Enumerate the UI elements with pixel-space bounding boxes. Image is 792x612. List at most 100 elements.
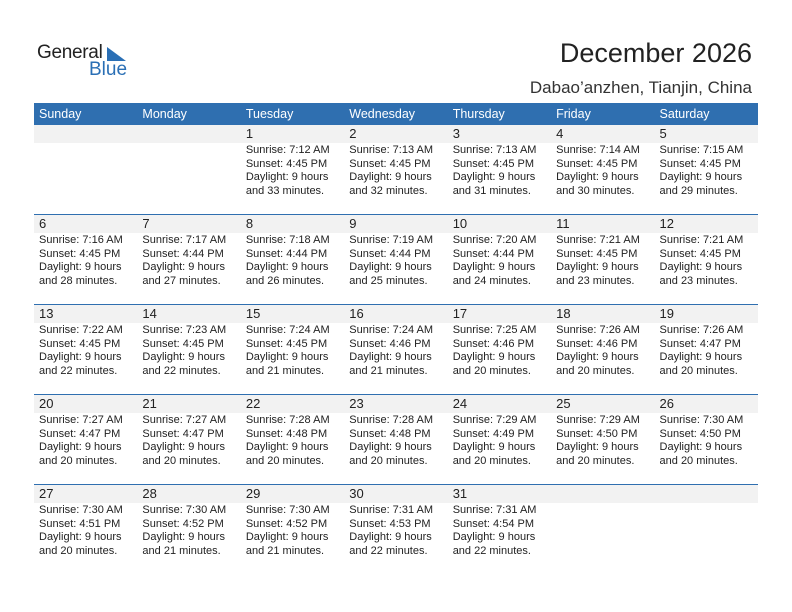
sunrise-text: Sunrise: 7:26 AM [556, 324, 640, 336]
daylight-text: Daylight: 9 hours [349, 261, 432, 273]
day-number: 22 [245, 396, 261, 411]
week-row: 6 Sunrise: 7:16 AM Sunset: 4:45 PM Daylight… [34, 214, 758, 304]
sunset-text: Sunset: 4:45 PM [142, 337, 224, 350]
minutes-text: and 25 minutes. [349, 274, 428, 287]
sunset-text: Sunset: 4:47 PM [659, 337, 741, 350]
day-cell: 24 Sunrise: 7:29 AM Sunset: 4:49 PM Dayligh… [448, 395, 551, 484]
day-cell: 12 Sunrise: 7:21 AM Sunset: 4:45 PM Dayligh… [655, 215, 758, 304]
minutes-text: and 23 minutes. [659, 274, 738, 287]
sunset-text: Sunset: 4:46 PM [556, 337, 638, 350]
day-info: Sunrise: 7:15 AM Sunset: 4:45 PM Daylight:… [660, 144, 758, 198]
sunrise-text: Sunrise: 7:28 AM [245, 414, 330, 426]
weekday-monday: Monday [142, 107, 187, 121]
day-number: 14 [142, 306, 157, 321]
weekday-sunday: Sunday [39, 107, 82, 121]
sunset-text: Sunset: 4:45 PM [556, 157, 638, 170]
logo-text-general: General [37, 42, 103, 63]
daylight-text: Daylight: 9 hours [245, 531, 329, 543]
day-number: 20 [39, 396, 54, 411]
sunrise-text: Sunrise: 7:26 AM [659, 324, 744, 336]
day-cell: 23 Sunrise: 7:28 AM Sunset: 4:48 PM Dayligh… [344, 395, 447, 484]
weekday-wednesday: Wednesday [349, 107, 416, 121]
day-number: 4 [556, 126, 564, 141]
day-number: 2 [349, 126, 357, 141]
day-number: 21 [142, 396, 157, 411]
day-info: Sunrise: 7:21 AM Sunset: 4:45 PM Daylight:… [556, 234, 654, 288]
day-info: Sunrise: 7:21 AM Sunset: 4:45 PM Daylight:… [660, 234, 758, 288]
sunrise-text: Sunrise: 7:18 AM [245, 234, 330, 246]
day-number: 16 [349, 306, 364, 321]
day-number: 6 [39, 216, 47, 231]
sunrise-text: Sunrise: 7:13 AM [452, 144, 537, 156]
calendar: Sunday Monday Tuesday Wednesday Thursday Frid… [34, 103, 758, 574]
day-info: Sunrise: 7:16 AM Sunset: 4:45 PM Daylight:… [39, 234, 137, 288]
daylight-text: Daylight: 9 hours [39, 351, 122, 363]
day-cell: 14 Sunrise: 7:23 AM Sunset: 4:45 PM Dayligh… [137, 305, 240, 394]
sunrise-text: Sunrise: 7:17 AM [142, 234, 227, 246]
sunrise-text: Sunrise: 7:22 AM [39, 324, 123, 336]
day-info: Sunrise: 7:18 AM Sunset: 4:44 PM Daylight:… [246, 234, 344, 288]
day-number: 17 [452, 306, 468, 321]
sunset-text: Sunset: 4:47 PM [39, 427, 121, 440]
day-info: Sunrise: 7:24 AM Sunset: 4:46 PM Daylight:… [349, 324, 447, 378]
minutes-text: and 22 minutes. [39, 364, 118, 377]
week-row: 1 Sunrise: 7:12 AM Sunset: 4:45 PM Daylight… [34, 125, 758, 214]
daylight-text: Daylight: 9 hours [659, 261, 743, 273]
minutes-text: and 20 minutes. [245, 454, 325, 467]
daylight-text: Daylight: 9 hours [245, 261, 329, 273]
day-cell: 18 Sunrise: 7:26 AM Sunset: 4:46 PM Dayligh… [551, 305, 654, 394]
page-title: December 2026 [559, 38, 752, 68]
daylight-text: Daylight: 9 hours [452, 531, 536, 543]
day-cell: 29 Sunrise: 7:30 AM Sunset: 4:52 PM Dayligh… [241, 485, 344, 574]
day-number: 18 [556, 306, 571, 321]
week-row: 13 Sunrise: 7:22 AM Sunset: 4:45 PM Dayligh… [34, 304, 758, 394]
day-info: Sunrise: 7:31 AM Sunset: 4:53 PM Daylight:… [349, 504, 447, 558]
daylight-text: Daylight: 9 hours [452, 261, 536, 273]
day-number: 1 [245, 126, 254, 141]
location: Dabao’anzhen, Tianjin, China [529, 78, 752, 97]
day-cell: 22 Sunrise: 7:28 AM Sunset: 4:48 PM Dayligh… [241, 395, 344, 484]
day-cell: 4 Sunrise: 7:14 AM Sunset: 4:45 PM Daylight… [551, 125, 654, 214]
minutes-text: and 21 minutes. [245, 544, 325, 557]
daylight-text: Daylight: 9 hours [245, 351, 329, 363]
minutes-text: and 20 minutes. [39, 454, 118, 467]
minutes-text: and 23 minutes. [556, 274, 635, 287]
day-cell: 26 Sunrise: 7:30 AM Sunset: 4:50 PM Dayligh… [655, 395, 758, 484]
minutes-text: and 31 minutes. [452, 184, 531, 197]
minutes-text: and 21 minutes. [245, 364, 325, 377]
day-info: Sunrise: 7:26 AM Sunset: 4:47 PM Daylight:… [660, 324, 758, 378]
sunset-text: Sunset: 4:48 PM [245, 427, 328, 440]
day-cell: 25 Sunrise: 7:29 AM Sunset: 4:50 PM Dayligh… [551, 395, 654, 484]
minutes-text: and 20 minutes. [659, 454, 738, 467]
day-cell: 5 Sunrise: 7:15 AM Sunset: 4:45 PM Daylight… [655, 125, 758, 214]
daylight-text: Daylight: 9 hours [556, 171, 639, 183]
sunset-text: Sunset: 4:45 PM [245, 157, 328, 170]
sunset-text: Sunset: 4:44 PM [452, 247, 535, 260]
day-number: 25 [556, 396, 571, 411]
day-info: Sunrise: 7:28 AM Sunset: 4:48 PM Daylight:… [246, 414, 344, 468]
sunset-text: Sunset: 4:45 PM [245, 337, 328, 350]
daylight-text: Daylight: 9 hours [39, 441, 122, 453]
sunrise-text: Sunrise: 7:30 AM [659, 414, 744, 426]
minutes-text: and 21 minutes. [349, 364, 428, 377]
daylight-text: Daylight: 9 hours [659, 351, 743, 363]
day-info: Sunrise: 7:22 AM Sunset: 4:45 PM Daylight:… [39, 324, 137, 378]
sunrise-text: Sunrise: 7:31 AM [452, 504, 537, 516]
daylight-text: Daylight: 9 hours [142, 261, 225, 273]
minutes-text: and 33 minutes. [245, 184, 325, 197]
logo-text-blue: Blue [89, 59, 128, 80]
day-number: 3 [452, 126, 460, 141]
day-number: 8 [245, 216, 254, 231]
day-number: 31 [452, 486, 468, 501]
sunrise-text: Sunrise: 7:13 AM [349, 144, 434, 156]
daylight-text: Daylight: 9 hours [39, 531, 122, 543]
day-info: Sunrise: 7:13 AM Sunset: 4:45 PM Daylight:… [453, 144, 551, 198]
minutes-text: and 21 minutes. [142, 544, 221, 557]
day-number: 26 [659, 396, 674, 411]
sunset-text: Sunset: 4:46 PM [452, 337, 535, 350]
day-cell: 3 Sunrise: 7:13 AM Sunset: 4:45 PM Daylight… [448, 125, 551, 214]
minutes-text: and 27 minutes. [142, 274, 221, 287]
sunset-text: Sunset: 4:46 PM [349, 337, 431, 350]
day-number: 12 [659, 216, 674, 231]
weekday-tuesday: Tuesday [245, 107, 294, 121]
